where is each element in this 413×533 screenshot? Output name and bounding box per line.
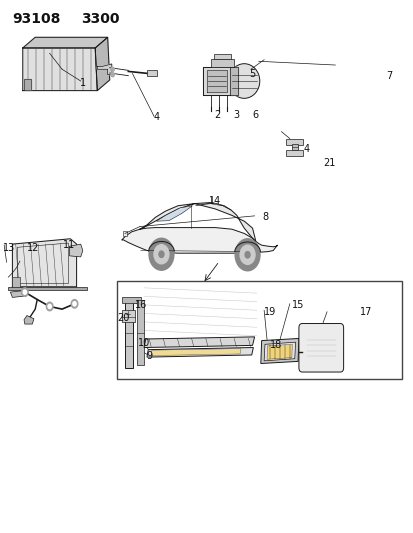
FancyBboxPatch shape xyxy=(298,324,343,372)
Polygon shape xyxy=(211,59,233,67)
Polygon shape xyxy=(24,316,34,324)
Polygon shape xyxy=(144,337,254,348)
Polygon shape xyxy=(122,297,140,303)
Polygon shape xyxy=(147,70,157,76)
Polygon shape xyxy=(136,300,144,365)
Text: 7: 7 xyxy=(385,71,392,80)
Text: 3300: 3300 xyxy=(81,12,119,26)
Polygon shape xyxy=(147,348,253,357)
Text: 5: 5 xyxy=(249,69,255,78)
Polygon shape xyxy=(263,342,295,361)
Text: 19: 19 xyxy=(263,307,275,317)
Polygon shape xyxy=(10,290,27,297)
Text: 1: 1 xyxy=(80,78,85,87)
Text: 11: 11 xyxy=(63,240,76,250)
Polygon shape xyxy=(214,54,230,59)
Circle shape xyxy=(21,288,28,296)
Text: 4: 4 xyxy=(153,112,159,122)
Polygon shape xyxy=(286,139,302,145)
Polygon shape xyxy=(97,64,112,75)
Circle shape xyxy=(71,300,78,308)
Polygon shape xyxy=(151,349,240,356)
Polygon shape xyxy=(8,287,87,290)
Polygon shape xyxy=(23,37,107,48)
Polygon shape xyxy=(12,277,20,287)
Polygon shape xyxy=(195,203,230,210)
Text: 10: 10 xyxy=(138,338,150,348)
Polygon shape xyxy=(122,228,277,253)
Polygon shape xyxy=(12,239,76,287)
Circle shape xyxy=(111,72,114,77)
Polygon shape xyxy=(202,67,230,95)
Circle shape xyxy=(244,252,249,258)
Polygon shape xyxy=(291,144,297,150)
Text: 21: 21 xyxy=(322,158,335,167)
Polygon shape xyxy=(23,48,97,91)
Text: 12: 12 xyxy=(27,243,39,253)
Polygon shape xyxy=(24,79,31,90)
Circle shape xyxy=(149,238,173,270)
Polygon shape xyxy=(122,310,134,322)
Text: 9: 9 xyxy=(146,351,152,361)
Polygon shape xyxy=(95,37,109,91)
Text: 93108: 93108 xyxy=(12,12,61,26)
Polygon shape xyxy=(123,231,127,236)
Polygon shape xyxy=(125,298,133,368)
Polygon shape xyxy=(260,338,298,364)
Text: 15: 15 xyxy=(291,300,304,310)
Polygon shape xyxy=(229,67,237,95)
Circle shape xyxy=(73,302,76,306)
Text: 14: 14 xyxy=(209,197,221,206)
Text: 20: 20 xyxy=(117,313,129,323)
Text: 16: 16 xyxy=(134,300,147,310)
Circle shape xyxy=(111,67,114,71)
Polygon shape xyxy=(206,70,226,92)
Text: 13: 13 xyxy=(3,243,15,253)
Polygon shape xyxy=(69,244,83,257)
Circle shape xyxy=(235,239,259,271)
Text: 6: 6 xyxy=(252,110,258,119)
Circle shape xyxy=(48,304,51,309)
Ellipse shape xyxy=(228,64,259,99)
Polygon shape xyxy=(140,203,255,241)
Polygon shape xyxy=(286,150,302,156)
Circle shape xyxy=(46,302,53,311)
Text: 4: 4 xyxy=(303,144,309,154)
Text: 3: 3 xyxy=(233,110,238,119)
Circle shape xyxy=(159,251,164,257)
Circle shape xyxy=(240,245,254,264)
Polygon shape xyxy=(266,344,292,359)
Bar xyxy=(116,281,401,379)
Text: 8: 8 xyxy=(261,213,267,222)
Text: 17: 17 xyxy=(359,307,372,317)
Text: 2: 2 xyxy=(214,110,220,119)
Text: 18: 18 xyxy=(270,341,282,350)
Polygon shape xyxy=(156,206,192,221)
Circle shape xyxy=(154,245,169,264)
Circle shape xyxy=(23,290,26,294)
